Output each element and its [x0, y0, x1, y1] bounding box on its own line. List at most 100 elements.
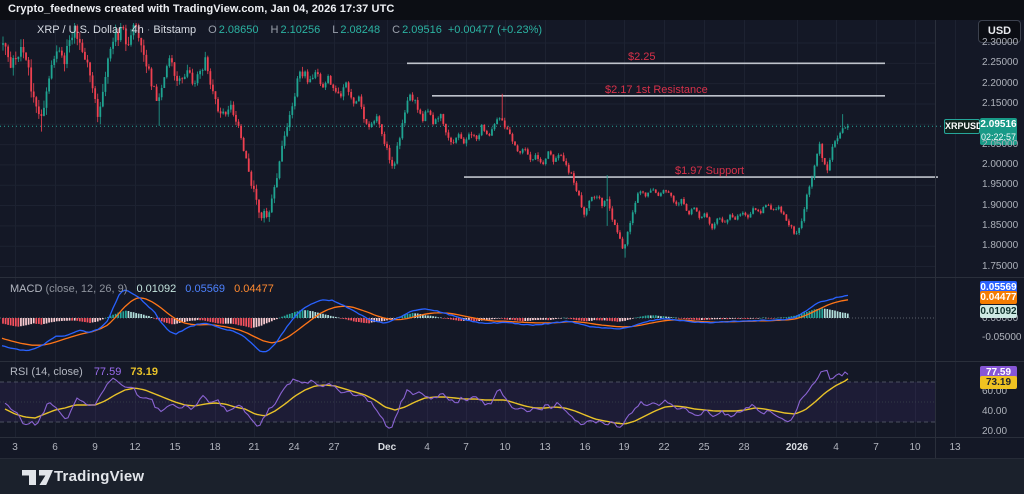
time-axis-label[interactable]: 2026	[785, 442, 809, 453]
time-axis-label[interactable]: Dec	[377, 442, 397, 453]
candlestick	[12, 57, 15, 68]
price-axis-label[interactable]: 2.05000	[982, 138, 1019, 150]
candlestick	[700, 216, 703, 218]
macd-histogram-bar	[818, 308, 821, 318]
time-axis-label[interactable]: 24	[288, 442, 300, 453]
macd-legend[interactable]: MACD (close, 12, 26, 9) 0.01092 0.05569 …	[10, 283, 274, 295]
candlestick	[590, 196, 593, 201]
time-axis-label[interactable]: 28	[738, 442, 750, 453]
macd-histogram-bar	[701, 318, 703, 320]
time-axis-label[interactable]: 25	[698, 442, 710, 453]
time-axis-label[interactable]: 27	[328, 442, 340, 453]
candlestick	[229, 104, 232, 110]
time-axis-label[interactable]: 7	[873, 442, 879, 453]
macd-histogram-bar	[741, 318, 744, 319]
macd-axis-label[interactable]: 0.00000	[982, 313, 1019, 324]
price-axis-label[interactable]: 2.15000	[982, 97, 1019, 109]
time-axis-label[interactable]: 22	[658, 442, 670, 453]
candlestick	[593, 196, 596, 198]
level-label[interactable]: $2.17 1st Resistance	[605, 84, 708, 96]
candlestick	[409, 94, 411, 101]
level-label[interactable]: $2.25	[628, 51, 656, 63]
time-axis-label[interactable]: 7	[463, 442, 469, 453]
macd-histogram-bar	[145, 315, 148, 318]
legend-separator: ·	[124, 24, 129, 36]
candlestick	[621, 238, 624, 249]
macd-histogram-bar	[831, 310, 834, 318]
symbol-legend[interactable]: XRP / U.S. Dollar · 4h · Bitstamp O 2.08650 H 2.…	[37, 24, 542, 36]
macd-histogram-bar	[639, 316, 642, 318]
macd-histogram-bar	[660, 316, 662, 318]
price-axis-label[interactable]: 2.20000	[982, 77, 1019, 89]
candlestick	[519, 151, 522, 153]
rsi-legend[interactable]: RSI (14, close) 77.59 73.19	[10, 366, 158, 378]
price-axis-label[interactable]: 1.90000	[982, 199, 1019, 211]
price-axis-label[interactable]: 1.85000	[982, 219, 1019, 231]
level-label[interactable]: $1.97 Support	[675, 165, 745, 177]
chart-area[interactable]: XRP / U.S. Dollar · 4h · Bitstamp O 2.08650 H 2.…	[0, 20, 1024, 458]
candlestick	[808, 186, 811, 195]
candlestick	[572, 173, 575, 183]
candlestick	[457, 134, 460, 138]
time-axis-label[interactable]: 13	[949, 442, 961, 453]
time-axis-label[interactable]: 6	[52, 442, 58, 453]
candlestick	[191, 72, 194, 84]
time-axis-label[interactable]: 16	[579, 442, 591, 453]
rsi-axis-label[interactable]: 60.00	[982, 386, 1008, 397]
time-axis-label[interactable]: 10	[909, 442, 921, 453]
candlestick	[370, 123, 373, 128]
macd-histogram-bar	[736, 318, 739, 319]
time-axis-label[interactable]: 3	[12, 442, 18, 453]
macd-histogram-bar	[726, 318, 729, 320]
chart-canvas[interactable]	[0, 20, 1024, 458]
macd-axis-label[interactable]: -0.05000	[982, 332, 1022, 343]
tradingview-logo-icon[interactable]	[22, 469, 54, 486]
candlestick	[585, 208, 588, 215]
macd-histogram-bar	[414, 313, 417, 318]
currency-toggle-button[interactable]: USD	[978, 20, 1021, 43]
candlestick	[401, 123, 404, 139]
time-axis-label[interactable]: 12	[129, 442, 141, 453]
macd-histogram-bar	[570, 318, 573, 320]
candlestick	[429, 110, 432, 115]
macd-histogram-bar	[752, 318, 754, 319]
time-axis-label[interactable]: 10	[499, 442, 511, 453]
candlestick	[782, 212, 785, 215]
tradingview-brand[interactable]: TradingView	[54, 468, 145, 485]
time-axis-label[interactable]: 4	[424, 442, 430, 453]
rsi-axis-label[interactable]: 20.00	[982, 426, 1008, 437]
price-axis-label[interactable]: 2.00000	[982, 158, 1019, 170]
price-axis-label[interactable]: 1.80000	[982, 240, 1019, 252]
time-axis-label[interactable]: 9	[92, 442, 98, 453]
candlestick	[81, 42, 84, 52]
macd-histogram-bar	[672, 317, 675, 318]
ohlc-value: 2.08248	[340, 24, 381, 36]
time-axis-label[interactable]: 21	[248, 442, 260, 453]
time-axis-label[interactable]: 18	[209, 442, 221, 453]
candlestick	[391, 159, 394, 166]
price-axis-label[interactable]: 1.95000	[982, 179, 1019, 191]
time-axis-label[interactable]: 4	[833, 442, 839, 453]
rsi-axis-label[interactable]: 40.00	[982, 406, 1008, 417]
macd-histogram-bar	[680, 318, 683, 319]
macd-histogram-bar	[160, 318, 163, 322]
candlestick	[27, 59, 30, 68]
candlestick	[86, 59, 89, 63]
time-axis-label[interactable]: 13	[539, 442, 551, 453]
candlestick	[818, 143, 821, 154]
candlestick	[575, 182, 578, 191]
price-axis-label[interactable]: 2.25000	[982, 57, 1019, 69]
macd-histogram-bar	[50, 318, 53, 323]
macd-histogram-bar	[334, 316, 337, 318]
time-axis-label[interactable]: 15	[169, 442, 181, 453]
price-axis-label[interactable]: 2.30000	[982, 37, 1019, 48]
price-axis-label[interactable]: 1.75000	[982, 260, 1019, 272]
macd-histogram-bar	[557, 318, 560, 319]
macd-histogram-bar	[237, 318, 240, 326]
candlestick	[619, 232, 621, 239]
candlestick	[491, 129, 493, 136]
time-axis-label[interactable]: 19	[618, 442, 630, 453]
macd-histogram-bar	[53, 318, 56, 322]
macd-histogram-bar	[606, 318, 609, 321]
